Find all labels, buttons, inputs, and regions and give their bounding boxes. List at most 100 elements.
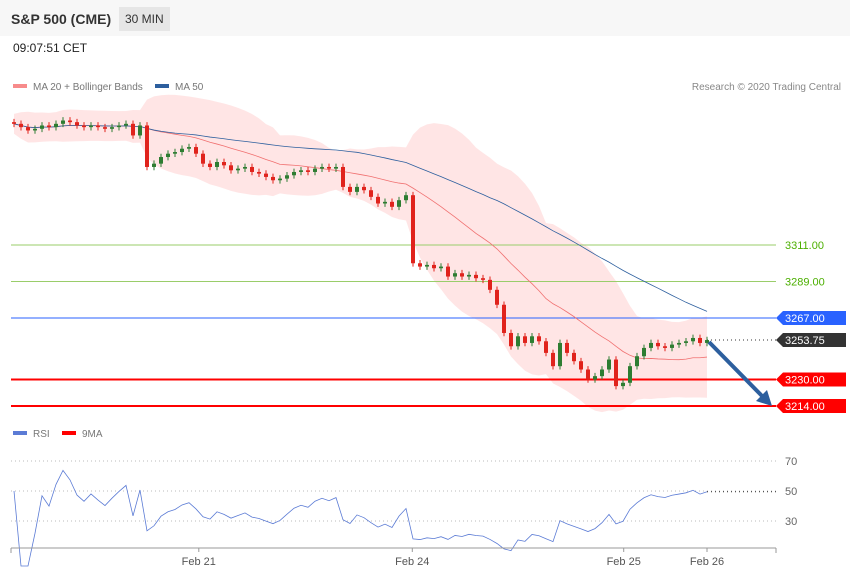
- candle-body: [614, 359, 618, 387]
- candle-body: [180, 148, 184, 153]
- candle-body: [257, 171, 261, 174]
- candle-body: [362, 186, 366, 191]
- candle-body: [670, 344, 674, 348]
- candle-body: [558, 342, 562, 367]
- candle-body: [635, 356, 639, 367]
- candle-body: [313, 168, 317, 172]
- candle-body: [152, 163, 156, 167]
- candle-body: [68, 120, 72, 123]
- candle-body: [621, 382, 625, 387]
- level-label: 3253.75: [785, 335, 825, 347]
- candle-body: [110, 127, 114, 129]
- candle-body: [481, 278, 485, 280]
- candle-body: [467, 274, 471, 277]
- candle-body: [264, 173, 268, 177]
- x-tick-label: Feb 25: [607, 556, 641, 568]
- candle-body: [131, 123, 135, 136]
- candle-body: [250, 166, 254, 172]
- candle-body: [397, 200, 401, 207]
- candle-body: [222, 162, 226, 166]
- level-tag-last: [776, 333, 846, 348]
- forecast-arrow-head: [756, 390, 772, 406]
- bollinger-band: [14, 94, 707, 413]
- candle-body: [47, 125, 51, 128]
- candle-body: [705, 340, 709, 343]
- timestamp: 09:07:51 CET: [13, 41, 88, 55]
- candle-body: [600, 369, 604, 377]
- candle-body: [96, 125, 100, 128]
- candle-body: [299, 170, 303, 172]
- candle-body: [446, 266, 450, 277]
- candle-body: [285, 175, 289, 179]
- level-label: 3214.00: [785, 401, 825, 413]
- candle-body: [432, 264, 436, 269]
- candle-body: [145, 125, 149, 167]
- candle-body: [544, 341, 548, 353]
- candle-body: [404, 195, 408, 201]
- candle-body: [439, 266, 443, 269]
- level-label: 3267.00: [785, 313, 825, 325]
- rsi-legend-label: RSI: [33, 429, 50, 440]
- candle-body: [369, 190, 373, 197]
- x-tick-label: Feb 26: [690, 556, 724, 568]
- candle-body: [89, 125, 93, 128]
- level-tag-support: [776, 399, 846, 414]
- candle-body: [642, 347, 646, 357]
- candle-body: [572, 352, 576, 362]
- ma50-line: [13, 123, 708, 312]
- rsi-tick-label: 50: [785, 486, 797, 498]
- candle-body: [236, 168, 240, 171]
- candle-body: [509, 332, 513, 347]
- candle-body: [390, 201, 394, 207]
- candle-body: [138, 125, 142, 136]
- instrument-title: S&P 500 (CME): [11, 11, 112, 27]
- candle-body: [327, 166, 331, 169]
- candle-body: [54, 123, 58, 128]
- candle-body: [425, 264, 429, 267]
- candle-body: [243, 166, 247, 169]
- candle-body: [565, 342, 569, 353]
- candle-body: [453, 273, 457, 277]
- candle-body: [586, 369, 590, 380]
- candle-body: [341, 166, 345, 187]
- candle-body: [474, 274, 478, 279]
- candle-body: [523, 336, 527, 343]
- rsi-tick-label: 30: [785, 516, 797, 528]
- candle-body: [103, 127, 107, 129]
- candle-body: [537, 336, 541, 342]
- candle-body: [649, 342, 653, 348]
- rsi-line: [13, 469, 708, 567]
- candle-body: [208, 163, 212, 167]
- candle-body: [292, 171, 296, 176]
- candle-body: [75, 122, 79, 126]
- candle-body: [684, 341, 688, 343]
- ma20-legend-swatch: [13, 84, 27, 88]
- forecast-arrow-shaft: [707, 340, 766, 400]
- candle-body: [383, 201, 387, 204]
- candle-body: [516, 336, 520, 347]
- candle-body: [201, 153, 205, 164]
- candle-body: [19, 123, 23, 128]
- credit: Research © 2020 Trading Central: [692, 82, 841, 93]
- ma50-legend-swatch: [155, 84, 169, 88]
- level-tag-pivot: [776, 311, 846, 326]
- level-label: 3230.00: [785, 374, 825, 386]
- candle-body: [194, 147, 198, 154]
- candle-body: [33, 128, 37, 131]
- rsi-legend-swatch: [13, 431, 27, 435]
- candle-body: [215, 162, 219, 167]
- candle-body: [348, 186, 352, 192]
- candle-body: [488, 279, 492, 290]
- candle-body: [677, 342, 681, 345]
- candle-body: [306, 170, 310, 172]
- x-tick-label: Feb 24: [395, 556, 429, 568]
- candle-body: [173, 152, 177, 154]
- candle-body: [418, 263, 422, 267]
- timeframe-button[interactable]: 30 MIN: [119, 7, 170, 31]
- candle-body: [278, 178, 282, 181]
- candle-body: [26, 127, 30, 131]
- candle-body: [82, 125, 86, 128]
- candle-body: [656, 342, 660, 347]
- candle-body: [495, 289, 499, 305]
